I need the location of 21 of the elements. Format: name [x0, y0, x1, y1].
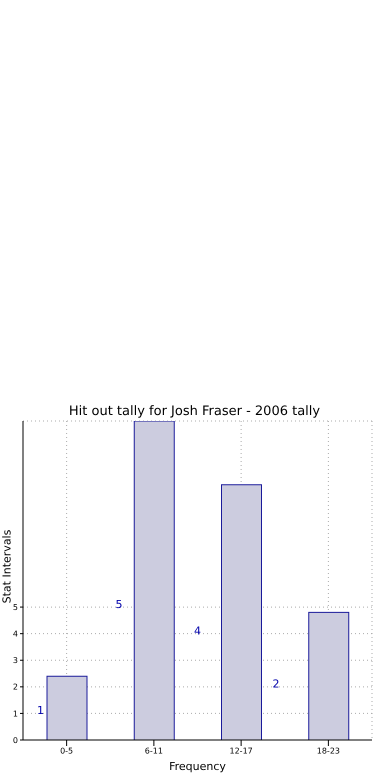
bar	[46, 676, 88, 740]
chart-title: Hit out tally for Josh Fraser - 2006 tally	[68, 404, 322, 419]
x-tick-label: 12-17	[230, 746, 253, 756]
y-tick-label: 2	[12, 682, 18, 692]
bar	[134, 421, 175, 740]
y-tick-label: 5	[12, 602, 18, 612]
y-tick-label: 4	[12, 630, 18, 639]
x-tick-label: 6-11	[144, 746, 163, 756]
y-tick-label: 1	[12, 709, 18, 718]
y-tick-label: 3	[12, 656, 18, 666]
y-tick-label: 0	[12, 736, 18, 745]
annotation: 1	[36, 704, 44, 718]
annotation: 2	[272, 678, 280, 691]
y-axis-title: Stat Intervals	[0, 528, 14, 606]
bar	[221, 484, 262, 740]
x-axis-title: Frequency	[169, 760, 226, 773]
annotation: 4	[194, 624, 201, 638]
x-tick-label: 0-5	[60, 746, 74, 756]
bar	[308, 612, 350, 740]
x-tick-label: 18-23	[316, 746, 340, 756]
annotation: 5	[115, 598, 122, 611]
